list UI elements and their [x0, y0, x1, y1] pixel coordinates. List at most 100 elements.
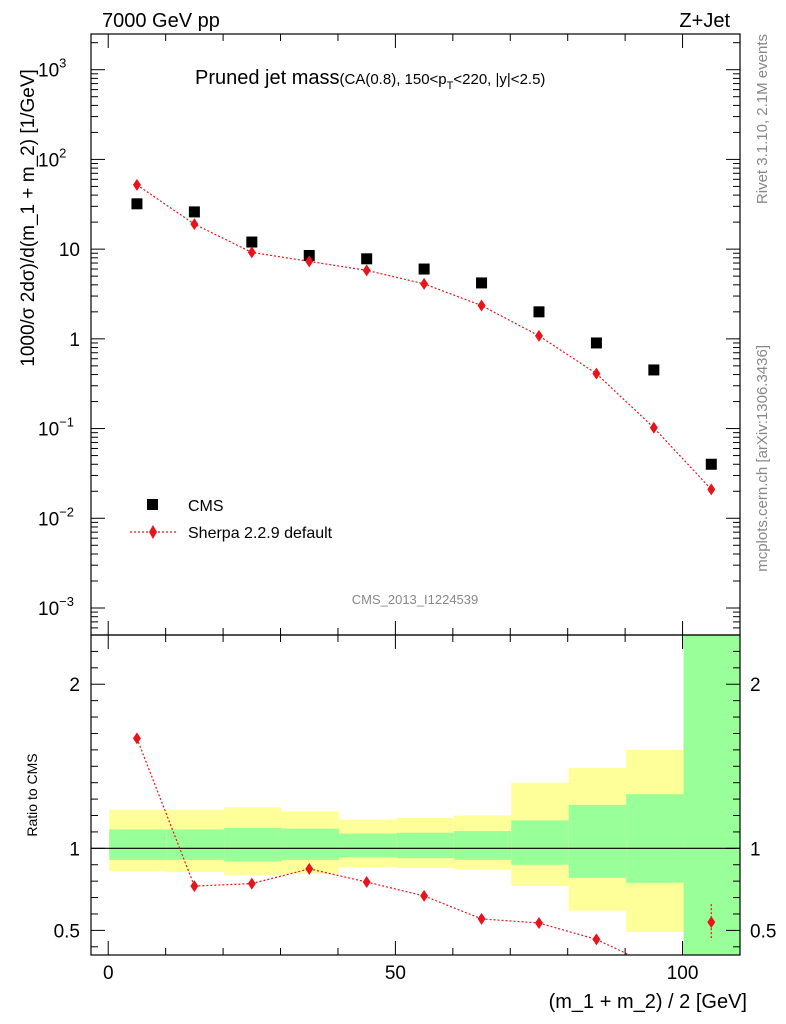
sherpa-data-point: [132, 178, 141, 191]
ratio-sherpa-line: [194, 883, 252, 887]
ratio-axes: 0 50 100 0.5 0.5 1 1 2 2: [54, 635, 776, 984]
sherpa-data-point: [362, 264, 371, 277]
ratio-x-tick-label: 0: [103, 963, 114, 984]
legend-cms-marker: [147, 499, 158, 510]
main-y-tick-base: 10: [38, 420, 59, 441]
ratio-band-inner: [453, 831, 512, 860]
header-right: Z+Jet: [679, 10, 730, 32]
ratio-bands: [109, 635, 740, 955]
analysis-id: CMS_2013_I1224539: [352, 592, 479, 607]
legend-sherpa-marker: [149, 525, 157, 539]
ratio-y-tick-label-right: 2: [750, 675, 761, 696]
ratio-band-inner: [224, 827, 282, 862]
cms-data-point: [361, 253, 373, 265]
sherpa-data-point: [190, 218, 199, 231]
ratio-sherpa-point: [132, 732, 141, 745]
main-y-tick-base: 10: [38, 599, 59, 620]
ratio-band-inner: [338, 833, 397, 858]
ratio-sherpa-line: [538, 922, 597, 940]
ratio-y-tick-label-right: 1: [750, 839, 761, 860]
ratio-frame: [90, 634, 741, 956]
ratio-band-inner: [626, 794, 684, 883]
x-axis-label: (m_1 + m_2) / 2 [GeV]: [549, 991, 747, 1013]
cms-data-point: [246, 236, 258, 248]
header-left: 7000 GeV pp: [102, 10, 220, 32]
ratio-band-inner: [396, 832, 454, 859]
main-title-main: Pruned jet mass: [195, 67, 340, 89]
cms-data-point: [590, 337, 602, 349]
ratio-sherpa-line: [481, 918, 540, 924]
main-y-tick-base: 10: [38, 61, 59, 82]
ratio-y-tick-label-left: 0.5: [54, 921, 80, 942]
ratio-marks: [132, 732, 716, 955]
main-y-tick-label: 1: [69, 330, 80, 351]
ratio-sherpa-line: [423, 895, 482, 920]
ratio-band-inner: [568, 804, 627, 878]
ratio-band-inner: [281, 828, 339, 860]
main-y-tick-exponent: −3: [59, 594, 74, 609]
main-y-tick-base: 10: [38, 150, 59, 171]
ratio-sherpa-line: [251, 868, 310, 885]
ratio-sherpa-point: [247, 877, 256, 890]
main-y-tick-label: 10−3: [38, 594, 74, 620]
ratio-band-inner: [511, 820, 569, 865]
ratio-sherpa-line: [136, 738, 195, 887]
ratio-y-tick-label-left: 2: [69, 675, 80, 696]
ratio-x-tick-label: 50: [385, 963, 406, 984]
main-y-tick-label: 10−1: [38, 415, 74, 441]
main-y-tick-label: 102: [38, 145, 66, 171]
ratio-band-inner: [109, 829, 167, 860]
legend-sherpa-label: Sherpa 2.2.9 default: [188, 525, 333, 542]
sherpa-data-point: [649, 421, 658, 434]
cms-data-point: [533, 306, 545, 318]
main-y-tick-exponent: 3: [59, 56, 66, 71]
sherpa-data-point: [420, 277, 429, 290]
main-title-tail: <220, |y|<2.5): [453, 71, 545, 88]
main-y-tick-base: 10: [38, 509, 59, 530]
cms-data-point: [648, 364, 660, 376]
main-y-tick-label: 10−2: [38, 504, 74, 530]
ratio-sherpa-line: [366, 881, 425, 897]
sherpa-data-point: [477, 299, 486, 312]
legend-cms-label: CMS: [188, 498, 224, 515]
sherpa-line: [136, 184, 712, 490]
mcplots-label: mcplots.cern.ch [arXiv:1306.3436]: [754, 345, 771, 572]
ratio-sherpa-point: [534, 917, 543, 929]
ratio-sherpa-point: [592, 933, 601, 946]
main-y-tick-exponent: 2: [59, 145, 66, 160]
main-title-index: T: [447, 80, 454, 92]
main-y-tick-exponent: −1: [59, 415, 74, 430]
ratio-y-axis-label: Ratio to CMS: [24, 753, 40, 836]
ratio-sherpa-point: [420, 889, 429, 902]
legend: CMS Sherpa 2.2.9 default: [130, 498, 333, 542]
ratio-band-inner: [166, 829, 225, 860]
main-title: Pruned jet mass(CA(0.8), 150<pT<220, |y|…: [195, 67, 545, 92]
main-title-sub: (CA(0.8), 150<p: [340, 71, 447, 88]
cms-data-point: [418, 263, 430, 275]
sherpa-data-point: [247, 246, 256, 259]
sherpa-data-point: [707, 483, 716, 496]
ratio-y-tick-label-left: 1: [69, 839, 80, 860]
main-marks: [131, 178, 717, 496]
main-y-tick-label: 10: [59, 240, 80, 261]
cms-data-point: [131, 198, 143, 210]
ratio-x-tick-label: 100: [667, 963, 699, 984]
main-y-tick-label: 103: [38, 56, 66, 82]
sherpa-data-point: [305, 255, 314, 268]
ratio-y-tick-label-right: 0.5: [750, 921, 776, 942]
ratio-sherpa-point: [477, 912, 486, 925]
main-y-tick-exponent: −2: [59, 504, 74, 519]
main-frame: [90, 33, 741, 636]
ratio-sherpa-point: [707, 916, 716, 929]
ratio-sherpa-line: [309, 868, 367, 883]
sherpa-data-point: [592, 367, 601, 380]
ratio-band-inner: [683, 635, 740, 955]
ratio-sherpa-point: [305, 862, 314, 875]
main-y-axis-label: 1000/σ 2dσ)/d(m_1 + m_2) [1/GeV]: [18, 69, 39, 367]
rivet-label: Rivet 3.1.10, 2.1M events: [754, 34, 771, 204]
cms-data-point: [188, 206, 200, 218]
cms-data-point: [476, 277, 488, 289]
ratio-sherpa-point: [362, 875, 371, 888]
